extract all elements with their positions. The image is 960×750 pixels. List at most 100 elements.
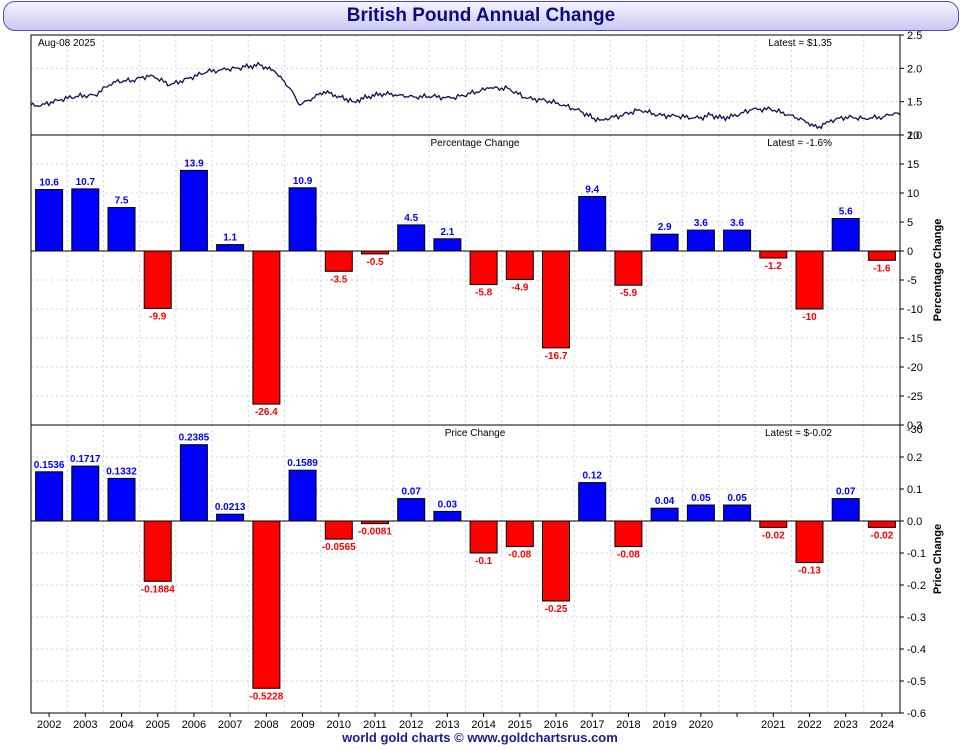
date-label: Aug-08 2025 (38, 38, 96, 49)
bar-2008 (252, 520, 281, 689)
bar-2024 (867, 250, 896, 261)
bar-2024 (867, 520, 896, 528)
bar-2007 (216, 513, 245, 522)
bar-2004 (107, 207, 136, 252)
panel-title: Percentage Change (431, 138, 520, 149)
data-label: 0.1717 (70, 454, 101, 465)
price-line-series (30, 61, 901, 130)
data-label: -0.02 (762, 530, 785, 541)
data-label: -0.1884 (141, 584, 175, 595)
x-tick-label: 2003 (73, 719, 97, 731)
data-label: -4.9 (511, 282, 529, 293)
data-label: 7.5 (115, 196, 129, 207)
data-label: 0.07 (401, 487, 421, 498)
bar-2013 (433, 238, 462, 252)
data-label: -10 (802, 312, 817, 323)
data-label: -1.2 (765, 261, 783, 272)
data-label: -0.25 (545, 604, 568, 615)
bar-2013 (433, 510, 462, 522)
y-tick-label: -0.4 (907, 644, 926, 656)
y-tick-label: -0.1 (907, 548, 926, 560)
data-label: -1.6 (873, 263, 891, 274)
x-tick-label: 2011 (363, 719, 387, 731)
x-tick-label: 2010 (327, 719, 351, 731)
x-tick-label: 2008 (254, 719, 278, 731)
bar-2005 (143, 520, 172, 582)
x-tick-label: 2012 (399, 719, 423, 731)
x-tick-label: 2021 (761, 719, 785, 731)
data-label: 2.1 (440, 227, 454, 238)
bar-2006 (179, 169, 208, 252)
y-tick-label: -0.2 (907, 580, 926, 592)
data-label: -0.0081 (358, 527, 392, 538)
y-axis-title: Price Change (932, 524, 944, 594)
bar-2002 (35, 189, 64, 252)
y-tick-label: -0.6 (907, 708, 926, 720)
bar-2017 (578, 482, 607, 522)
data-label: 0.05 (691, 493, 711, 504)
bar-2021 (759, 250, 788, 259)
y-tick-label: 5 (907, 217, 913, 229)
x-tick-label: 2013 (435, 719, 459, 731)
bar-2012 (397, 224, 426, 252)
data-label: 2.9 (658, 222, 672, 233)
bar-2005 (143, 250, 172, 309)
bar-2017 (578, 196, 607, 252)
data-label: 0.05 (727, 493, 747, 504)
y-tick-label: 0.3 (907, 420, 922, 432)
data-label: 1.1 (223, 233, 237, 244)
bar-2014 (469, 520, 498, 554)
y-tick-label: -30 (907, 424, 923, 436)
bar-2009 (288, 469, 317, 522)
y-tick-label: 0.2 (907, 452, 922, 464)
bar-2016 (542, 520, 570, 602)
data-label: -9.9 (149, 311, 167, 322)
bar-2020b (723, 229, 752, 252)
x-tick-label: 2002 (37, 719, 61, 731)
data-label: 0.07 (836, 487, 856, 498)
data-label: 0.12 (582, 471, 602, 482)
data-label: -26.4 (255, 407, 278, 418)
latest-value-label: Latest = $-0.02 (765, 428, 832, 439)
x-tick-label: 2004 (109, 719, 133, 731)
y-tick-label: 10 (907, 188, 919, 200)
bar-2020 (686, 504, 715, 522)
data-label: -0.5228 (249, 691, 283, 702)
data-label: 3.6 (730, 218, 744, 229)
chart-title: British Pound Annual Change (3, 1, 959, 31)
data-label: 0.0213 (215, 502, 246, 513)
latest-value-label: Latest = -1.6% (767, 138, 832, 149)
data-label: -0.02 (870, 530, 893, 541)
data-label: 10.6 (39, 178, 59, 189)
data-label: 0.1589 (287, 458, 318, 469)
data-label: -0.08 (508, 550, 531, 561)
bar-2006 (179, 444, 208, 522)
bar-2018 (614, 520, 643, 548)
y-tick-label: 2.0 (907, 63, 922, 75)
data-label: 0.04 (655, 496, 675, 507)
bar-2011 (361, 520, 389, 525)
y-tick-label: 1.0 (907, 130, 922, 142)
panel-border (30, 424, 901, 714)
y-tick-label: 1.5 (907, 97, 922, 109)
data-label: -0.5 (366, 257, 384, 268)
data-label: 0.1536 (34, 460, 65, 471)
bar-2010 (324, 250, 353, 272)
data-label: 3.6 (694, 218, 708, 229)
x-tick-label: 2017 (580, 719, 604, 731)
data-label: -16.7 (545, 351, 568, 362)
bar-2021 (759, 520, 788, 528)
bar-2007 (216, 244, 245, 252)
y-axis-title: Percentage Change (932, 219, 944, 322)
x-tick-label: 2007 (218, 719, 242, 731)
data-label: 9.4 (585, 184, 599, 195)
bar-2022 (795, 520, 824, 564)
data-label: -5.8 (475, 288, 493, 299)
bar-2010 (324, 520, 353, 540)
x-tick-label: 2019 (652, 719, 676, 731)
bar-2023 (831, 498, 860, 522)
x-tick-label: 2018 (616, 719, 640, 731)
bar-2022 (795, 250, 824, 310)
data-label: 10.7 (76, 177, 96, 188)
panel-title: Price Change (445, 428, 506, 439)
